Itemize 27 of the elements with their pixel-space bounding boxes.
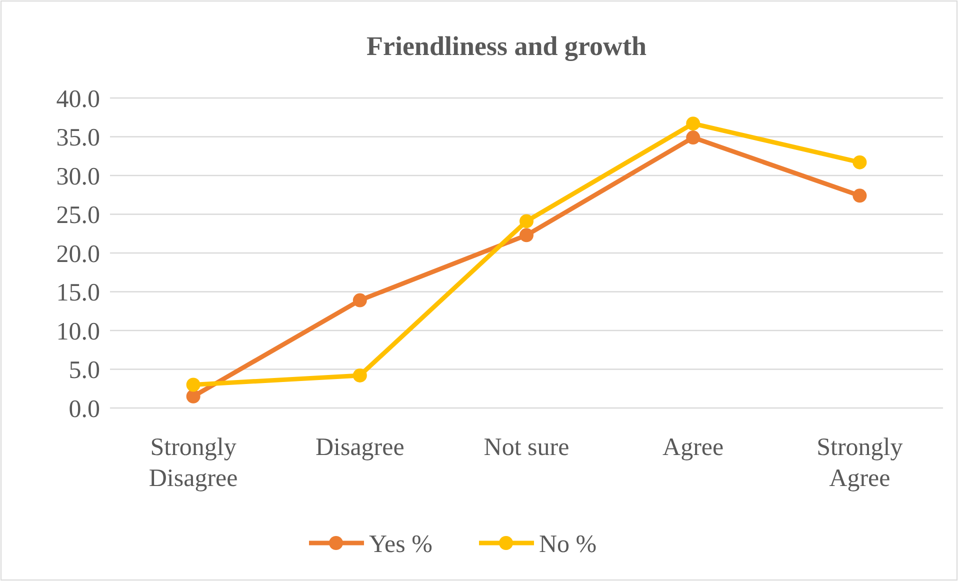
y-tick-label: 30.0 [56, 163, 100, 190]
point [186, 389, 200, 404]
y-tick-label: 0.0 [68, 396, 100, 423]
y-tick-label: 5.0 [68, 357, 100, 384]
chart-title: Friendliness and growth [366, 31, 647, 61]
point [852, 188, 867, 203]
x-tick-label: Not sure [484, 434, 570, 461]
point [686, 130, 700, 145]
point [852, 155, 867, 170]
y-tick-label: 35.0 [56, 124, 100, 152]
point [520, 228, 534, 242]
y-tick-label: 25.0 [56, 202, 100, 229]
legend-label: Yes % [369, 530, 432, 558]
y-tick-label: 15.0 [56, 280, 100, 306]
point [352, 293, 367, 308]
y-tick-label: 40.0 [56, 86, 100, 113]
point [352, 368, 367, 382]
x-tick-label: Strongly Agree [816, 434, 904, 492]
y-tick-label: 20.0 [56, 240, 100, 268]
x-tick-label: Agree [662, 434, 724, 461]
point [520, 214, 534, 228]
x-tick-label: Strongly Disagree [148, 434, 238, 492]
point [686, 116, 700, 131]
x-tick-label: Disagree [315, 434, 404, 461]
point [186, 378, 200, 392]
y-tick-label: 10.0 [56, 318, 100, 346]
legend-label: No % [539, 530, 597, 558]
